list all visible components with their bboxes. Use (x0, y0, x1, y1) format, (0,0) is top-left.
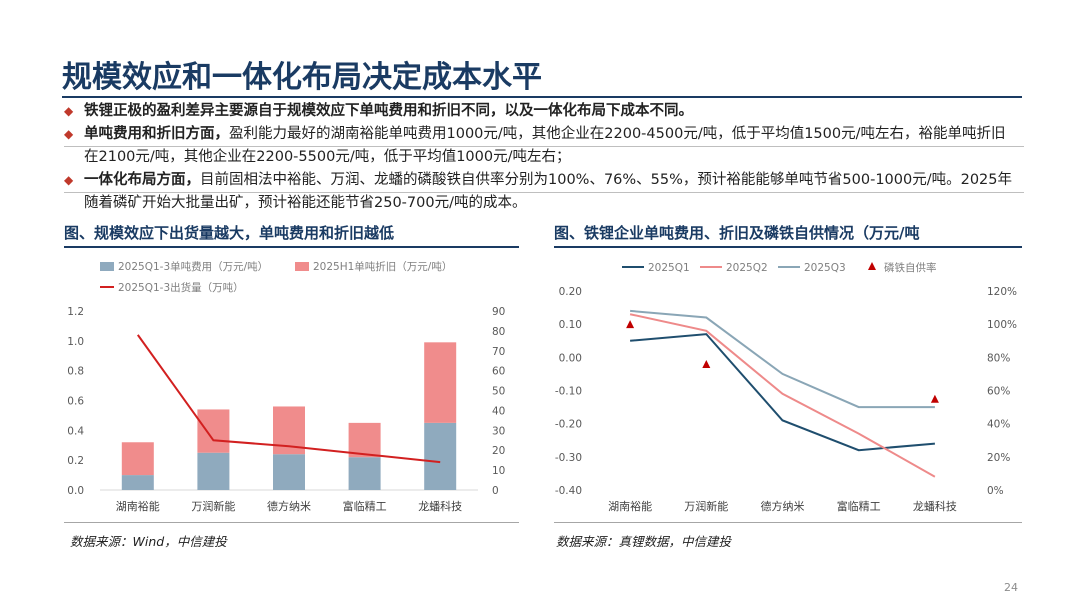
series-line-2025Q1 (630, 333, 935, 452)
legend-label-ship: 2025Q1-3出货量（万吨） (118, 281, 244, 294)
y-left-tick: -0.20 (555, 419, 582, 431)
x-tick-label: 富临精工 (343, 499, 387, 513)
left-chart-bottom-rule (64, 522, 519, 523)
y-right-tick: 20 (492, 445, 505, 457)
x-tick-label: 湖南裕能 (608, 499, 652, 513)
bar-fee (424, 422, 457, 490)
y-right-tick: 10 (492, 465, 505, 477)
y-right-tick: 60% (987, 386, 1010, 398)
x-tick-label: 万润新能 (191, 499, 235, 513)
x-tick-label: 德方纳米 (761, 499, 805, 513)
bullet-item: ◆ 一体化布局方面，目前固相法中裕能、万润、龙蟠的磷酸铁自供率分别为100%、7… (64, 169, 1014, 215)
y-left-tick: 0.4 (67, 425, 84, 437)
x-tick-label: 龙蟠科技 (913, 499, 957, 513)
y-left-tick: 0.2 (67, 455, 84, 467)
bullet-list: ◆ 铁锂正极的盈利差异主要源自于规模效应下单吨费用和折旧不同，以及一体化布局下成… (64, 100, 1014, 215)
marker-self-supply (702, 359, 711, 368)
bar-depreciation (121, 442, 154, 476)
bar-fee (348, 457, 381, 490)
marker-self-supply (930, 394, 939, 403)
y-right-tick: 60 (492, 366, 505, 378)
diamond-bullet-icon: ◆ (64, 104, 74, 118)
bar-depreciation (424, 342, 457, 423)
y-right-tick: 40 (492, 405, 505, 417)
bar-fee (197, 452, 230, 490)
right-source: 数据来源：真锂数据，中信建投 (556, 534, 732, 549)
legend-label-2025Q1: 2025Q1 (648, 262, 690, 274)
bullet-text: 盈利能力最好的湖南裕能单吨费用1000元/吨，其他企业在2200-4500元/吨… (84, 126, 1006, 165)
y-left-tick: 0.0 (67, 485, 84, 497)
y-left-tick: -0.10 (555, 386, 582, 398)
page-title: 规模效应和一体化布局决定成本水平 (62, 60, 542, 95)
legend-label-2025Q3: 2025Q3 (804, 262, 846, 274)
y-left-tick: 0.6 (67, 396, 84, 408)
bullet-item: ◆ 单吨费用和折旧方面，盈利能力最好的湖南裕能单吨费用1000元/吨，其他企业在… (64, 123, 1014, 169)
title-rule (62, 96, 1022, 98)
y-left-tick: 0.20 (559, 286, 582, 298)
y-right-tick: 20% (987, 452, 1010, 464)
y-right-tick: 120% (987, 286, 1017, 298)
bullet-separator (64, 192, 1024, 193)
y-right-tick: 0 (492, 485, 499, 497)
right-chart-bottom-rule (554, 522, 1022, 523)
legend-label-depr: 2025H1单吨折旧（万元/吨） (313, 260, 452, 273)
bullet-bold: 一体化布局方面， (84, 172, 200, 188)
left-chart-rule (64, 246, 519, 248)
y-right-tick: 90 (492, 306, 505, 318)
legend-label-fee: 2025Q1-3单吨费用（万元/吨） (118, 260, 268, 273)
left-chart-title: 图、规模效应下出货量越大，单吨费用和折旧越低 (64, 224, 395, 242)
bar-depreciation (348, 422, 381, 458)
bullet-bold: 单吨费用和折旧方面， (84, 126, 229, 142)
bar-fee (121, 475, 154, 490)
x-tick-label: 德方纳米 (267, 499, 311, 513)
x-tick-label: 富临精工 (837, 499, 881, 513)
diamond-bullet-icon: ◆ (64, 173, 74, 187)
legend-swatch-depr (295, 262, 309, 271)
y-right-tick: 80 (492, 326, 505, 338)
bar-depreciation (197, 409, 230, 453)
x-tick-label: 湖南裕能 (116, 499, 160, 513)
y-left-tick: 0.10 (559, 319, 582, 331)
x-tick-label: 龙蟠科技 (418, 499, 462, 513)
marker-self-supply (626, 320, 635, 329)
left-source: 数据来源：Wind，中信建投 (70, 534, 227, 549)
y-left-tick: -0.30 (555, 452, 582, 464)
y-left-tick: 1.0 (67, 336, 84, 348)
legend-label-self-supply: 磷铁自供率 (884, 261, 937, 274)
series-line-2025Q2 (629, 313, 936, 478)
y-right-tick: 40% (987, 419, 1010, 431)
y-right-tick: 80% (987, 352, 1010, 364)
y-left-tick: 0.00 (559, 352, 582, 364)
legend-label-2025Q2: 2025Q2 (726, 262, 768, 274)
y-left-tick: 1.2 (67, 306, 84, 318)
right-chart-title: 图、铁锂企业单吨费用、折旧及磷铁自供情况（万元/吨 (554, 224, 920, 242)
right-chart-rule (554, 246, 1022, 248)
bullet-text: 目前固相法中裕能、万润、龙蟠的磷酸铁自供率分别为100%、76%、55%，预计裕… (84, 172, 1013, 211)
y-left-tick: -0.40 (555, 485, 582, 497)
page-number: 24 (1004, 581, 1018, 594)
legend-marker-triangle-icon (868, 262, 876, 270)
bullet-item: ◆ 铁锂正极的盈利差异主要源自于规模效应下单吨费用和折旧不同，以及一体化布局下成… (64, 100, 1014, 123)
bar-fee (273, 454, 305, 490)
series-line-2025Q3 (630, 309, 935, 409)
y-right-tick: 70 (492, 346, 505, 358)
y-left-tick: 0.8 (67, 366, 84, 378)
diamond-bullet-icon: ◆ (64, 127, 74, 141)
bullet-bold: 铁锂正极的盈利差异主要源自于规模效应下单吨费用和折旧不同，以及一体化布局下成本不… (84, 103, 693, 119)
y-right-tick: 30 (492, 425, 505, 437)
y-right-tick: 50 (492, 386, 505, 398)
x-tick-label: 万润新能 (684, 499, 728, 513)
series-line-shipment (136, 334, 441, 464)
legend-swatch-fee (100, 262, 114, 271)
y-right-tick: 0% (987, 485, 1004, 497)
bullet-separator (64, 146, 1024, 147)
y-right-tick: 100% (987, 319, 1017, 331)
